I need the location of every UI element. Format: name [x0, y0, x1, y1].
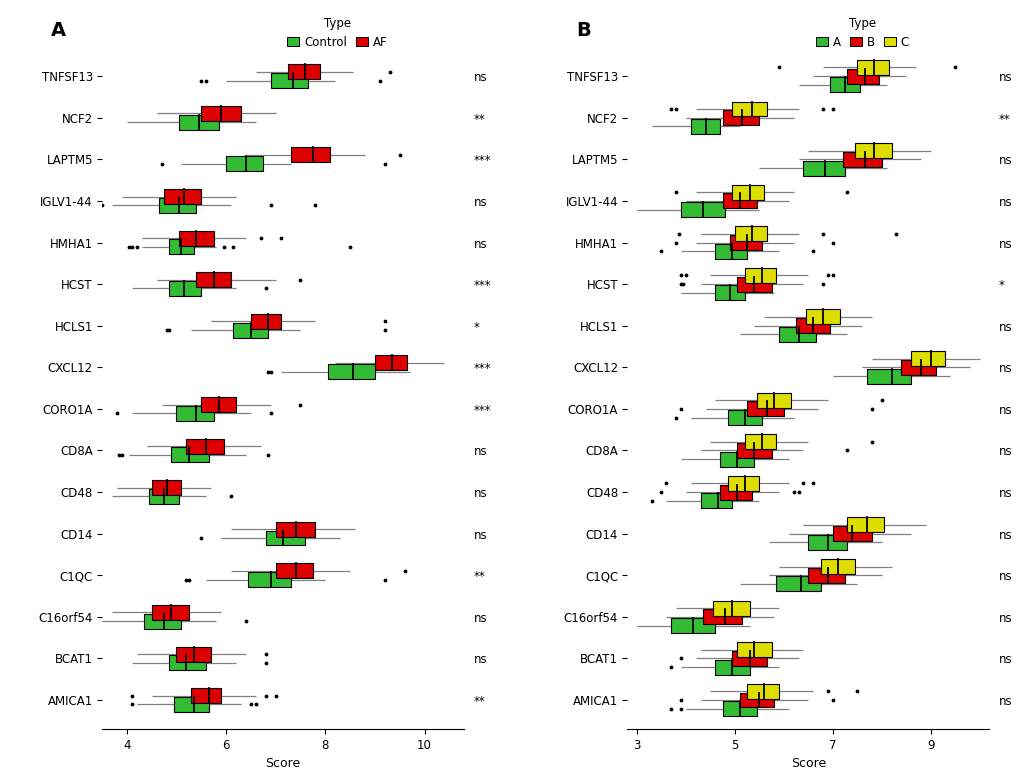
Bar [901, 360, 934, 375]
Bar [152, 481, 181, 495]
Bar [690, 119, 719, 134]
Bar [737, 443, 770, 458]
Bar [201, 397, 235, 412]
Bar [270, 73, 308, 88]
X-axis label: Score: Score [790, 757, 825, 771]
Bar [779, 327, 815, 342]
Bar [807, 535, 847, 550]
Bar [714, 659, 749, 675]
Bar [152, 605, 189, 620]
Bar [169, 655, 206, 670]
Bar [866, 368, 910, 383]
Bar [847, 517, 883, 532]
Bar [714, 244, 746, 259]
Bar [178, 114, 218, 129]
Bar [201, 106, 240, 121]
Bar [196, 272, 230, 287]
Bar [737, 277, 770, 292]
Bar [803, 161, 844, 176]
Bar [233, 322, 268, 338]
Bar [327, 364, 375, 379]
Bar [266, 531, 305, 546]
Bar [721, 111, 758, 125]
Bar [829, 78, 859, 93]
Bar [287, 64, 320, 79]
Bar [671, 618, 714, 633]
Bar [192, 688, 221, 703]
Text: A: A [51, 21, 66, 40]
Bar [144, 614, 181, 629]
Bar [832, 526, 871, 541]
Bar [819, 559, 854, 574]
Bar [737, 642, 770, 657]
Legend: A, B, C: A, B, C [811, 12, 913, 53]
Bar [169, 239, 194, 254]
Bar [174, 697, 209, 712]
X-axis label: Score: Score [265, 757, 301, 771]
Bar [727, 410, 761, 425]
Bar [732, 185, 763, 200]
Bar [856, 60, 889, 75]
Bar [727, 476, 758, 491]
Bar [734, 227, 766, 241]
Bar [249, 572, 290, 587]
Bar [149, 489, 178, 504]
Bar [721, 194, 756, 209]
Bar [171, 448, 209, 463]
Bar [732, 651, 766, 666]
Bar [714, 285, 744, 300]
Bar [681, 202, 725, 217]
Bar [807, 568, 844, 583]
Bar [176, 406, 213, 421]
Bar [186, 438, 223, 454]
Bar [805, 310, 840, 325]
Bar [744, 434, 775, 449]
Bar [910, 351, 945, 366]
Bar [375, 355, 407, 370]
Bar [178, 230, 213, 245]
Bar [169, 281, 201, 296]
Bar [746, 401, 783, 416]
Bar [226, 156, 263, 171]
Bar [164, 189, 201, 204]
Bar [854, 143, 891, 158]
Bar [739, 692, 773, 707]
Bar [159, 198, 196, 212]
Text: B: B [576, 21, 591, 40]
Legend: Control, AF: Control, AF [282, 12, 391, 53]
Bar [756, 393, 791, 408]
Bar [176, 647, 211, 662]
Bar [719, 452, 754, 466]
Bar [746, 684, 779, 699]
Bar [275, 522, 315, 537]
Bar [732, 101, 766, 117]
Bar [712, 601, 749, 615]
Bar [775, 576, 819, 591]
Bar [730, 235, 761, 250]
Bar [275, 564, 313, 579]
Bar [719, 485, 751, 499]
Bar [744, 268, 775, 283]
Bar [700, 493, 732, 508]
Bar [721, 701, 756, 717]
Bar [290, 147, 330, 162]
Bar [847, 69, 878, 84]
Bar [702, 609, 742, 624]
Bar [795, 318, 829, 333]
Bar [842, 152, 880, 167]
Bar [251, 314, 280, 328]
